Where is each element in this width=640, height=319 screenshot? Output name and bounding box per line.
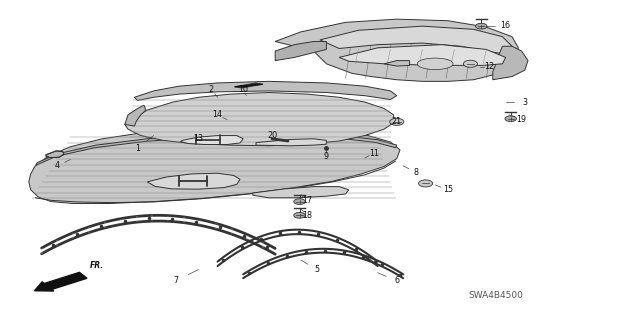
Text: 20: 20 <box>267 131 277 140</box>
Polygon shape <box>29 128 400 204</box>
Text: 5: 5 <box>314 265 319 274</box>
Circle shape <box>419 180 433 187</box>
Text: 14: 14 <box>212 110 223 119</box>
Text: 4: 4 <box>55 161 60 170</box>
Polygon shape <box>275 41 326 61</box>
Polygon shape <box>46 151 64 158</box>
Polygon shape <box>422 60 448 65</box>
Text: 12: 12 <box>484 63 495 71</box>
Text: 1: 1 <box>135 144 140 153</box>
Text: 9: 9 <box>324 152 329 161</box>
Circle shape <box>463 60 477 67</box>
Circle shape <box>294 199 305 204</box>
Polygon shape <box>235 83 262 88</box>
Polygon shape <box>147 173 240 189</box>
Polygon shape <box>417 58 453 70</box>
Polygon shape <box>180 136 243 145</box>
Text: 17: 17 <box>302 197 312 205</box>
Polygon shape <box>339 45 506 65</box>
Text: 3: 3 <box>522 98 527 107</box>
Polygon shape <box>493 46 528 80</box>
Text: 13: 13 <box>193 134 204 143</box>
Text: 19: 19 <box>516 115 527 124</box>
Text: 2: 2 <box>209 85 214 94</box>
FancyArrow shape <box>35 272 87 291</box>
Circle shape <box>294 212 305 218</box>
Polygon shape <box>134 81 397 100</box>
Text: 21: 21 <box>392 117 402 126</box>
Polygon shape <box>275 19 518 81</box>
Polygon shape <box>125 105 146 126</box>
Polygon shape <box>384 61 410 66</box>
Text: 10: 10 <box>238 85 248 94</box>
Polygon shape <box>320 26 512 54</box>
Polygon shape <box>125 93 394 146</box>
Polygon shape <box>253 187 349 198</box>
Text: FR.: FR. <box>90 261 104 270</box>
Text: 16: 16 <box>500 21 511 30</box>
Text: SWA4B4500: SWA4B4500 <box>468 291 524 300</box>
Polygon shape <box>256 139 326 146</box>
Text: 7: 7 <box>173 276 179 285</box>
Text: 6: 6 <box>394 276 399 285</box>
Circle shape <box>390 118 404 125</box>
Text: 18: 18 <box>302 211 312 220</box>
Polygon shape <box>36 132 397 165</box>
Text: 11: 11 <box>369 149 380 158</box>
Text: 8: 8 <box>413 168 419 177</box>
Text: 15: 15 <box>443 185 453 194</box>
Circle shape <box>505 116 516 122</box>
Circle shape <box>476 23 487 29</box>
